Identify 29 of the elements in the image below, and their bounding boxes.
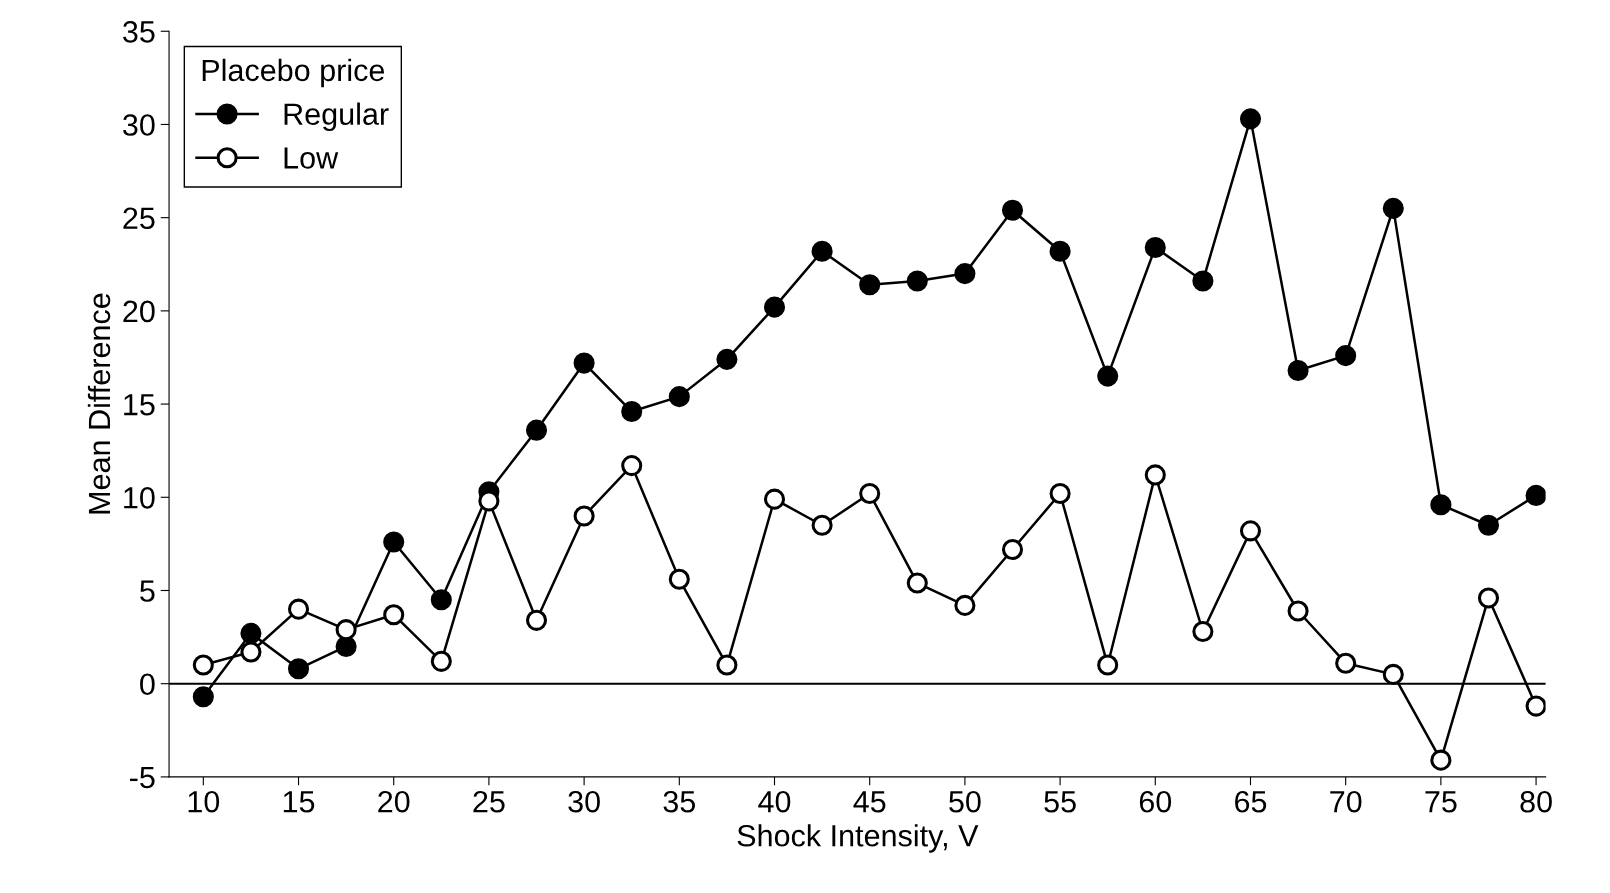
x-tick-label: 70	[1330, 790, 1362, 813]
legend-label: Regular	[284, 102, 389, 131]
y-tick-label: -5	[130, 766, 155, 789]
x-tick-label: 50	[949, 790, 981, 813]
y-tick-label: 5	[140, 580, 155, 602]
y-tick-label: 0	[140, 673, 155, 696]
x-tick-label: 60	[1139, 790, 1172, 813]
y-tick-label: 10	[124, 487, 155, 509]
y-tick-label: 20	[123, 300, 155, 323]
y-tick-label: 35	[123, 20, 155, 43]
x-tick-label: 30	[568, 790, 600, 813]
y-tick-label: 30	[123, 114, 155, 136]
x-tick-label: 20	[378, 790, 410, 813]
y-axis-title: Mean Difference	[87, 293, 111, 514]
y-tick-label: 25	[123, 207, 155, 230]
x-tick-label: 25	[473, 790, 505, 813]
x-tick-label: 80	[1520, 790, 1552, 813]
x-axis-title: Shock Intensity, V	[737, 824, 979, 853]
x-tick-label: 15	[283, 791, 315, 813]
legend-label: Low	[284, 147, 339, 169]
y-tick-label: 15	[124, 394, 155, 416]
x-tick-label: 35	[663, 790, 696, 813]
x-tick-label: 10	[188, 790, 220, 813]
x-tick-label: 65	[1235, 790, 1267, 813]
x-tick-label: 75	[1425, 791, 1457, 813]
legend-title: Placebo price	[202, 58, 385, 88]
x-tick-label: 55	[1044, 791, 1076, 813]
x-tick-label: 40	[758, 790, 791, 813]
x-tick-label: 45	[853, 791, 886, 813]
